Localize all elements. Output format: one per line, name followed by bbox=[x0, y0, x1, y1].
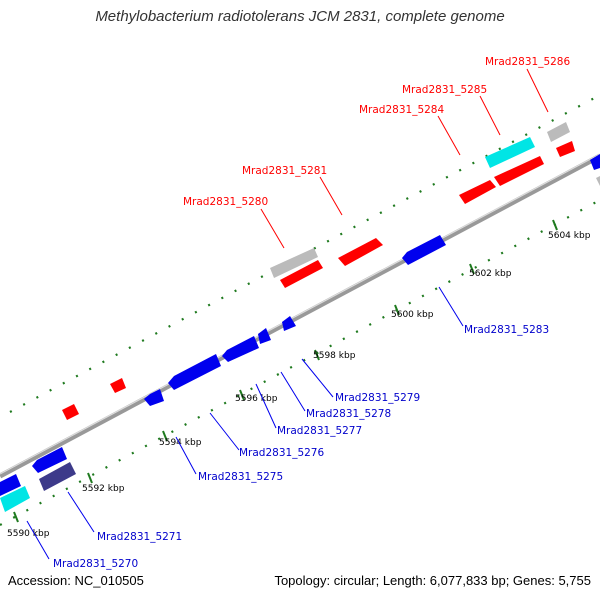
gene-5280-arrow[interactable] bbox=[280, 260, 323, 288]
label-mrad2831-5278[interactable]: Mrad2831_5278 bbox=[306, 408, 391, 420]
tick-label-5598: 5598 kbp bbox=[313, 351, 356, 361]
gene-5286-arrow[interactable] bbox=[556, 141, 575, 157]
forward-gene-labels: Mrad2831_5280 Mrad2831_5281 Mrad2831_528… bbox=[183, 56, 570, 208]
label-mrad2831-5270[interactable]: Mrad2831_5270 bbox=[53, 558, 138, 570]
gene-5284-arrow[interactable] bbox=[459, 180, 496, 204]
gene-grey-2[interactable] bbox=[547, 122, 570, 142]
label-mrad2831-5285[interactable]: Mrad2831_5285 bbox=[402, 84, 487, 96]
label-mrad2831-5283[interactable]: Mrad2831_5283 bbox=[464, 324, 549, 336]
label-mrad2831-5279[interactable]: Mrad2831_5279 bbox=[335, 392, 420, 404]
gene-5283-arrow[interactable] bbox=[402, 235, 446, 265]
genome-title: Methylobacterium radiotolerans JCM 2831,… bbox=[95, 8, 505, 25]
label-mrad2831-5280[interactable]: Mrad2831_5280 bbox=[183, 196, 268, 208]
tick-label-5592: 5592 kbp bbox=[82, 484, 125, 494]
label-leaders bbox=[26, 68, 549, 560]
label-mrad2831-5286[interactable]: Mrad2831_5286 bbox=[485, 56, 570, 68]
gene-cyan-1[interactable] bbox=[485, 137, 535, 168]
label-mrad2831-5277[interactable]: Mrad2831_5277 bbox=[277, 425, 362, 437]
gene-small-red-1[interactable] bbox=[62, 404, 79, 420]
label-mrad2831-5271[interactable]: Mrad2831_5271 bbox=[97, 531, 182, 543]
gene-5275-arrow[interactable] bbox=[144, 389, 164, 406]
gene-5279-arrow[interactable] bbox=[282, 316, 296, 331]
genome-backbone bbox=[0, 153, 600, 479]
gene-cyan-2[interactable] bbox=[0, 486, 30, 512]
major-ticks bbox=[13, 219, 558, 523]
reverse-gene-labels: Mrad2831_5270 Mrad2831_5271 Mrad2831_527… bbox=[53, 324, 549, 570]
tick-label-5600: 5600 kbp bbox=[391, 310, 434, 320]
gene-5278-arrow[interactable] bbox=[258, 328, 271, 344]
tick-label-5602: 5602 kbp bbox=[469, 269, 512, 279]
tick-label-5594: 5594 kbp bbox=[159, 438, 202, 448]
gene-5276-arrow[interactable] bbox=[168, 354, 221, 390]
gene-dark-highlight[interactable] bbox=[39, 462, 76, 491]
genome-summary-text: Topology: circular; Length: 6,077,833 bp… bbox=[274, 573, 591, 588]
gene-5270-arrow[interactable] bbox=[0, 474, 21, 496]
label-mrad2831-5275[interactable]: Mrad2831_5275 bbox=[198, 471, 283, 483]
gene-right-blue[interactable] bbox=[590, 154, 600, 170]
gene-5277-arrow[interactable] bbox=[222, 336, 259, 362]
label-mrad2831-5276[interactable]: Mrad2831_5276 bbox=[239, 447, 324, 459]
gene-5285-arrow[interactable] bbox=[494, 156, 544, 186]
tick-label-5596: 5596 kbp bbox=[235, 394, 278, 404]
gene-small-red-2[interactable] bbox=[110, 378, 126, 393]
gene-5271-arrow[interactable] bbox=[32, 447, 67, 473]
gene-5281-arrow[interactable] bbox=[338, 238, 383, 266]
gene-right-grey[interactable] bbox=[596, 176, 600, 186]
label-mrad2831-5281[interactable]: Mrad2831_5281 bbox=[242, 165, 327, 177]
accession-text: Accession: NC_010505 bbox=[8, 573, 144, 588]
gene-grey-1[interactable] bbox=[270, 248, 318, 278]
label-mrad2831-5284[interactable]: Mrad2831_5284 bbox=[359, 104, 444, 116]
tick-label-5590: 5590 kbp bbox=[7, 529, 50, 539]
gene-features bbox=[0, 122, 600, 512]
tick-label-5604: 5604 kbp bbox=[548, 231, 591, 241]
tick-labels: 5590 kbp 5592 kbp 5594 kbp 5596 kbp 5598… bbox=[7, 231, 591, 539]
